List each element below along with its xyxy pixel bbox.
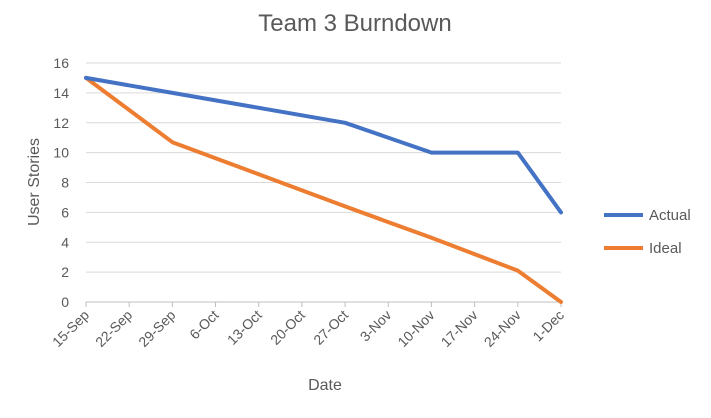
y-axis-title: User Stories <box>26 138 43 226</box>
y-tick-label: 2 <box>61 264 69 280</box>
chart-title: Team 3 Burndown <box>258 10 451 37</box>
y-tick-label: 16 <box>53 55 69 71</box>
series-layer <box>84 75 563 304</box>
x-tick-label: 3-Nov <box>357 307 395 345</box>
grid-layer <box>86 62 561 273</box>
x-tick-label: 6-Oct <box>186 307 222 343</box>
y-tick-label: 8 <box>61 175 69 191</box>
x-tick-label: 13-Oct <box>224 307 265 348</box>
x-tick-label: 27-Oct <box>310 307 351 348</box>
x-tick-label: 24-Nov <box>481 307 524 350</box>
x-tick-label: 22-Sep <box>92 307 135 350</box>
legend-label-actual: Actual <box>649 207 691 224</box>
series-line-ideal <box>84 75 563 304</box>
y-tick-label: 4 <box>61 234 69 250</box>
y-tick-label: 0 <box>61 294 69 310</box>
x-tick-label: 15-Sep <box>49 307 92 350</box>
x-tick-label: 20-Oct <box>267 307 308 348</box>
legend-label-ideal: Ideal <box>649 240 682 257</box>
x-tick-label: 29-Sep <box>135 307 178 350</box>
legend: Actual Ideal <box>604 207 691 257</box>
x-tick-label: 17-Nov <box>438 307 481 350</box>
x-axis-title: Date <box>308 377 342 394</box>
y-tick-label: 6 <box>61 204 69 220</box>
series-line-actual <box>84 75 563 215</box>
axis-layer: 0 2 4 6 8 10 12 14 16 15-Sep 22-Sep 29-Sep 6-Oct 13-O… <box>49 55 567 350</box>
x-tick-label: 1-Dec <box>529 307 567 345</box>
x-tick-label: 10-Nov <box>394 307 437 350</box>
y-tick-label: 12 <box>53 115 69 131</box>
y-tick-label: 10 <box>53 145 69 161</box>
y-tick-label: 14 <box>53 85 69 101</box>
